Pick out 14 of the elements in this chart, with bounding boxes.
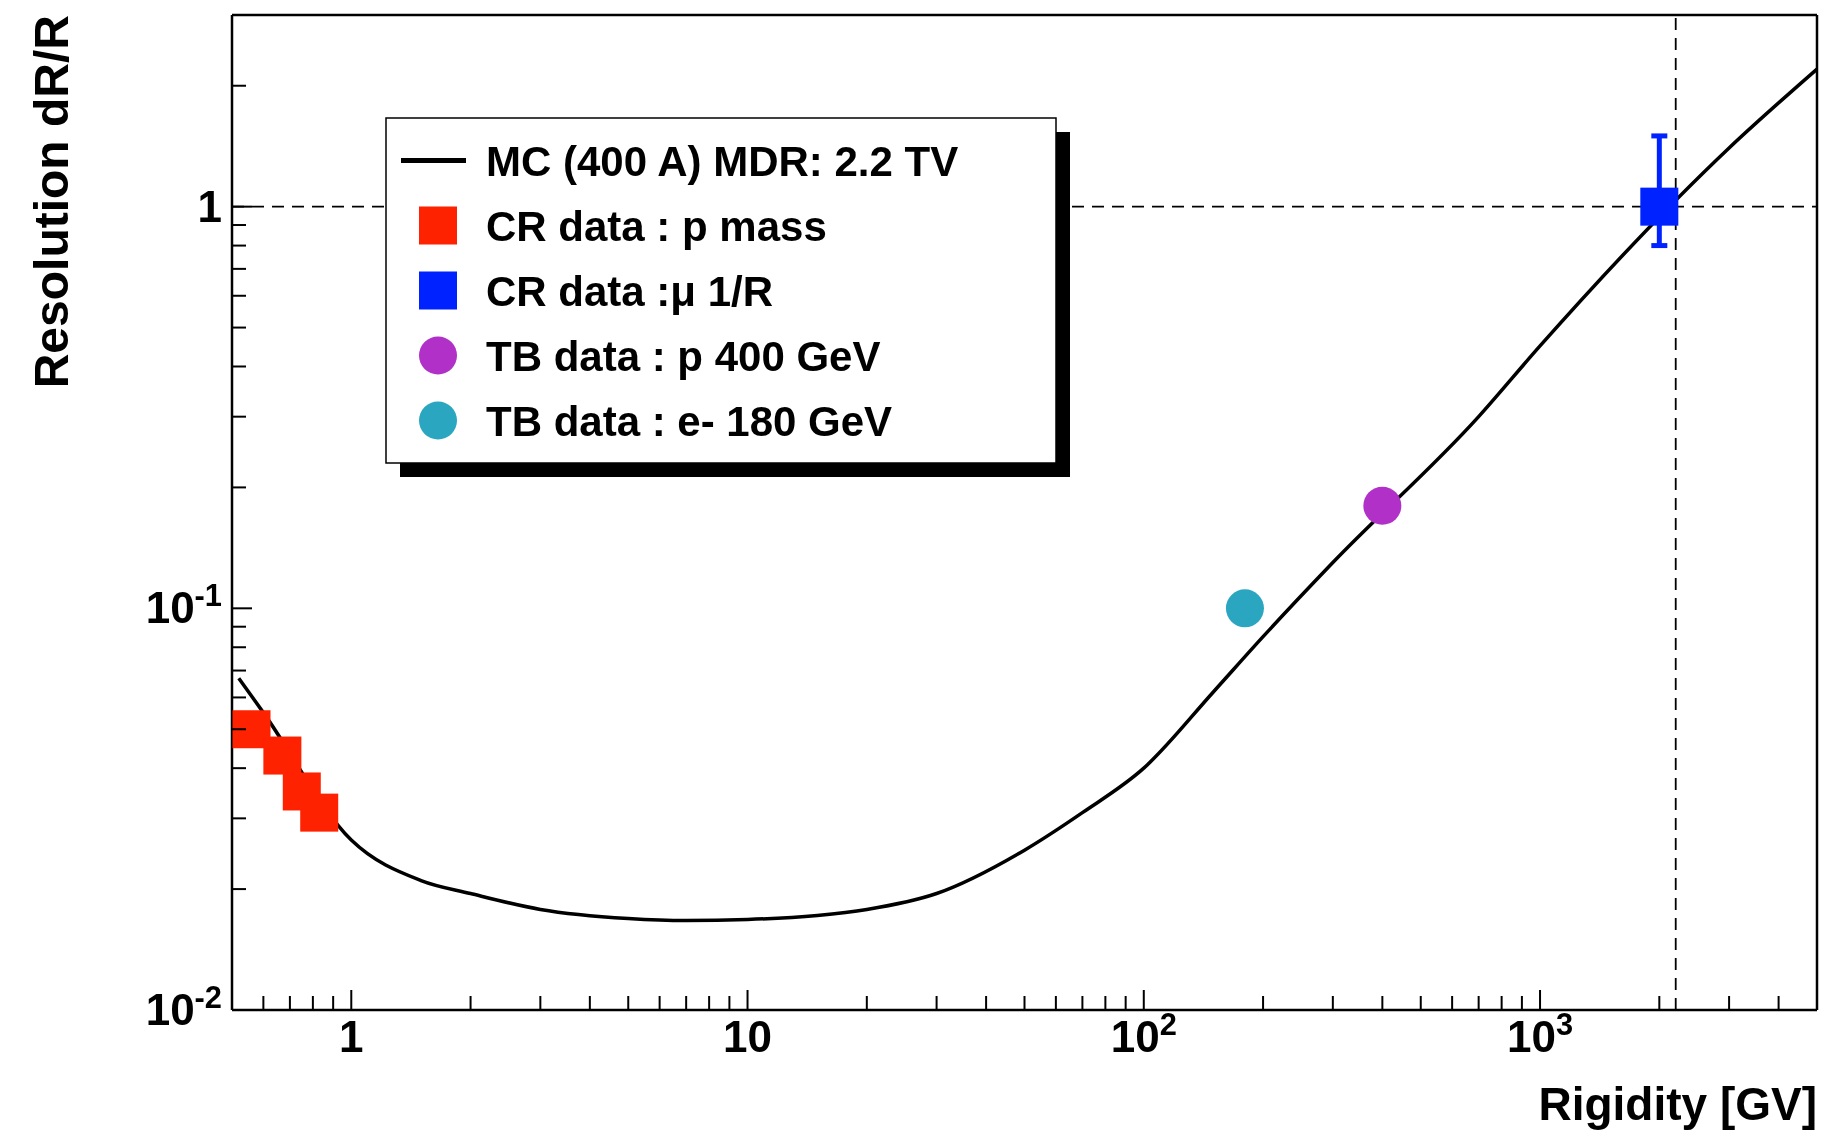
x-tick-label: 10$^{3}$ (1506, 1006, 1574, 1061)
legend-label: TB data : e- 180 GeV (486, 397, 893, 445)
legend-label: TB data : p 400 GeV (486, 332, 881, 380)
y-tick-label: 10$^{-2}$ (145, 979, 222, 1034)
x-tick-label: 10$^{2}$ (1110, 1006, 1177, 1061)
y-tick-label: 10$^{-1}$ (145, 577, 222, 633)
y-axis-title: Resolution dR/R (25, 15, 78, 389)
x-tick-label: 1 (339, 1012, 364, 1061)
x-axis-title: Rigidity [GV] (1538, 1078, 1817, 1130)
x-tick-label: 10 (723, 1012, 773, 1061)
legend-label: CR data :μ 1/R (486, 267, 774, 315)
legend-label: CR data : p mass (486, 202, 827, 250)
y-tick-label: 1 (197, 181, 222, 231)
legend-label: MC (400 A) MDR: 2.2 TV (486, 137, 959, 185)
